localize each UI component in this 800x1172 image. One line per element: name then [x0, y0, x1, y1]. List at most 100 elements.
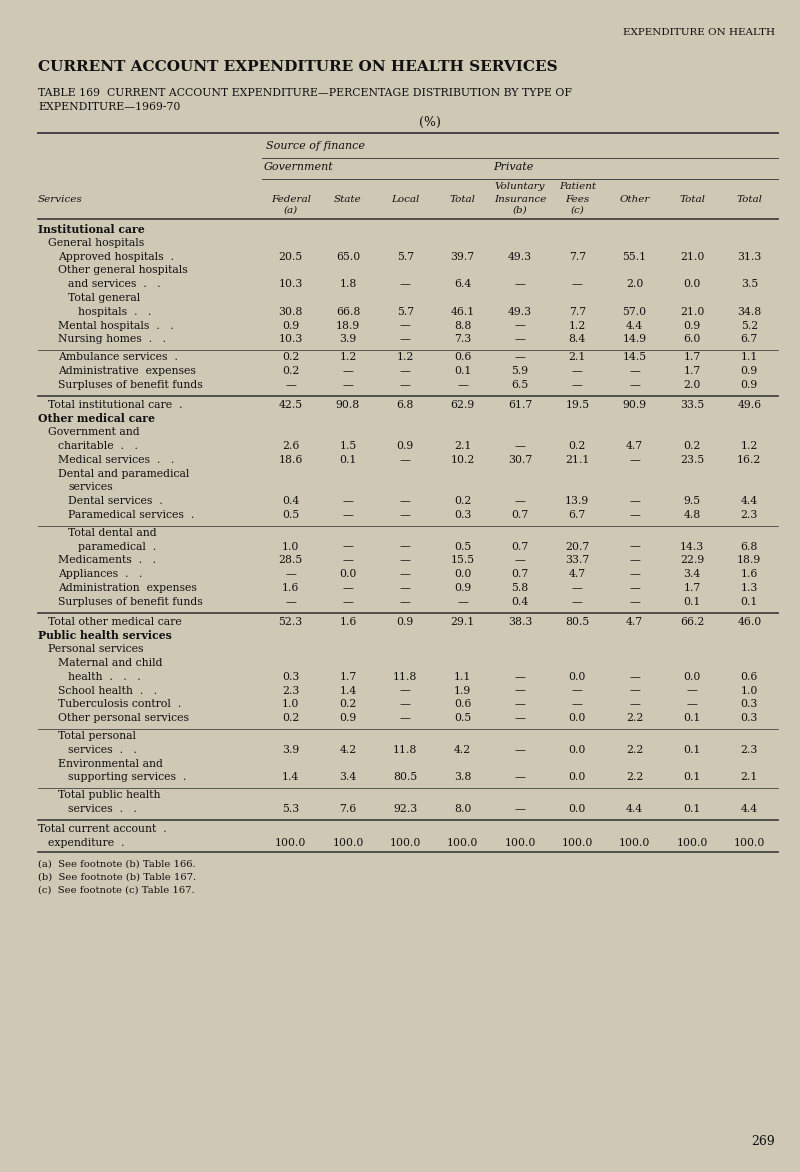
Text: 0.0: 0.0 — [569, 714, 586, 723]
Text: 6.7: 6.7 — [569, 510, 586, 520]
Text: 49.6: 49.6 — [738, 400, 762, 409]
Text: 100.0: 100.0 — [619, 838, 650, 847]
Text: Total: Total — [679, 195, 705, 204]
Text: 4.7: 4.7 — [626, 616, 643, 627]
Text: 39.7: 39.7 — [450, 252, 474, 261]
Text: EXPENDITURE ON HEALTH: EXPENDITURE ON HEALTH — [623, 28, 775, 38]
Text: —: — — [630, 541, 640, 552]
Text: 34.8: 34.8 — [738, 307, 762, 316]
Text: 30.8: 30.8 — [278, 307, 303, 316]
Text: 2.2: 2.2 — [626, 714, 643, 723]
Text: 0.2: 0.2 — [569, 441, 586, 451]
Text: 5.7: 5.7 — [397, 307, 414, 316]
Text: —: — — [630, 700, 640, 709]
Text: 1.4: 1.4 — [339, 686, 357, 696]
Text: Surpluses of benefit funds: Surpluses of benefit funds — [58, 597, 202, 607]
Text: 13.9: 13.9 — [566, 496, 590, 506]
Text: Medicaments  .   .: Medicaments . . — [58, 556, 156, 565]
Text: Total dental and: Total dental and — [68, 527, 157, 538]
Text: 0.6: 0.6 — [741, 672, 758, 682]
Text: Tuberculosis control  .: Tuberculosis control . — [58, 700, 182, 709]
Text: —: — — [458, 380, 468, 390]
Text: 3.5: 3.5 — [741, 279, 758, 289]
Text: Dental and paramedical: Dental and paramedical — [58, 469, 190, 478]
Text: 7.3: 7.3 — [454, 334, 471, 345]
Text: 0.1: 0.1 — [741, 597, 758, 607]
Text: 6.7: 6.7 — [741, 334, 758, 345]
Text: 0.3: 0.3 — [741, 714, 758, 723]
Text: —: — — [400, 570, 410, 579]
Text: 10.3: 10.3 — [278, 279, 303, 289]
Text: 4.4: 4.4 — [626, 804, 643, 815]
Text: Patient: Patient — [559, 182, 596, 191]
Text: 4.8: 4.8 — [683, 510, 701, 520]
Text: School health  .   .: School health . . — [58, 686, 157, 696]
Text: 1.8: 1.8 — [339, 279, 357, 289]
Text: 33.5: 33.5 — [680, 400, 704, 409]
Text: Dental services  .: Dental services . — [68, 496, 162, 506]
Text: 1.6: 1.6 — [282, 582, 299, 593]
Text: —: — — [400, 541, 410, 552]
Text: —: — — [572, 366, 582, 376]
Text: 2.3: 2.3 — [282, 686, 299, 696]
Text: —: — — [400, 321, 410, 331]
Text: —: — — [514, 441, 526, 451]
Text: 0.2: 0.2 — [282, 353, 299, 362]
Text: Total public health: Total public health — [58, 790, 161, 800]
Text: 1.0: 1.0 — [282, 541, 299, 552]
Text: —: — — [630, 570, 640, 579]
Text: EXPENDITURE—1969-70: EXPENDITURE—1969-70 — [38, 102, 180, 113]
Text: 100.0: 100.0 — [676, 838, 708, 847]
Text: 0.2: 0.2 — [282, 714, 299, 723]
Text: 100.0: 100.0 — [504, 838, 536, 847]
Text: 0.2: 0.2 — [683, 441, 701, 451]
Text: 46.1: 46.1 — [450, 307, 474, 316]
Text: 100.0: 100.0 — [390, 838, 421, 847]
Text: services: services — [68, 483, 113, 492]
Text: 4.2: 4.2 — [454, 744, 471, 755]
Text: —: — — [514, 672, 526, 682]
Text: 1.1: 1.1 — [454, 672, 471, 682]
Text: 1.6: 1.6 — [741, 570, 758, 579]
Text: —: — — [514, 804, 526, 815]
Text: 90.9: 90.9 — [622, 400, 646, 409]
Text: —: — — [514, 744, 526, 755]
Text: 20.5: 20.5 — [278, 252, 302, 261]
Text: 8.8: 8.8 — [454, 321, 471, 331]
Text: 5.7: 5.7 — [397, 252, 414, 261]
Text: —: — — [630, 366, 640, 376]
Text: 1.7: 1.7 — [339, 672, 357, 682]
Text: 6.8: 6.8 — [741, 541, 758, 552]
Text: —: — — [286, 597, 296, 607]
Text: —: — — [686, 686, 698, 696]
Text: supporting services  .: supporting services . — [68, 772, 186, 783]
Text: 0.7: 0.7 — [511, 510, 529, 520]
Text: —: — — [630, 510, 640, 520]
Text: 0.1: 0.1 — [683, 714, 701, 723]
Text: 4.7: 4.7 — [569, 570, 586, 579]
Text: 2.0: 2.0 — [626, 279, 643, 289]
Text: 10.3: 10.3 — [278, 334, 303, 345]
Text: —: — — [630, 582, 640, 593]
Text: (a): (a) — [284, 206, 298, 214]
Text: —: — — [514, 700, 526, 709]
Text: and services  .   .: and services . . — [68, 279, 161, 289]
Text: 10.2: 10.2 — [450, 455, 475, 465]
Text: 1.1: 1.1 — [741, 353, 758, 362]
Text: 5.2: 5.2 — [741, 321, 758, 331]
Text: 92.3: 92.3 — [394, 804, 418, 815]
Text: —: — — [400, 366, 410, 376]
Text: 2.6: 2.6 — [282, 441, 299, 451]
Text: 1.7: 1.7 — [683, 353, 701, 362]
Text: Other medical care: Other medical care — [38, 414, 155, 424]
Text: 65.0: 65.0 — [336, 252, 360, 261]
Text: 8.0: 8.0 — [454, 804, 471, 815]
Text: —: — — [572, 582, 582, 593]
Text: —: — — [342, 556, 354, 565]
Text: 0.4: 0.4 — [511, 597, 529, 607]
Text: 3.4: 3.4 — [683, 570, 701, 579]
Text: —: — — [514, 334, 526, 345]
Text: 29.1: 29.1 — [450, 616, 474, 627]
Text: 1.0: 1.0 — [282, 700, 299, 709]
Text: 8.4: 8.4 — [569, 334, 586, 345]
